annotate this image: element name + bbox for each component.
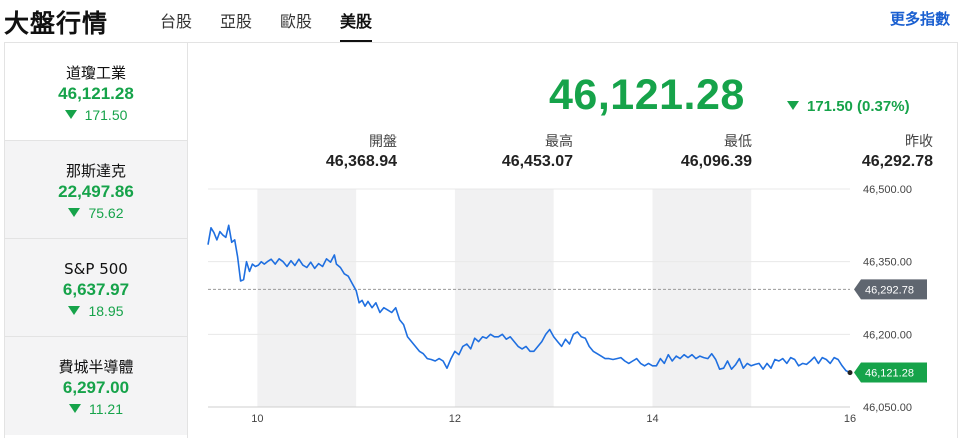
- page-title: 大盤行情: [4, 9, 109, 38]
- down-triangle-icon: [69, 404, 81, 413]
- x-tick-label: 16: [844, 413, 856, 425]
- tab-taiwan[interactable]: 台股: [160, 12, 193, 31]
- hour-band: [257, 189, 357, 407]
- index-value: 46,121.28: [58, 84, 134, 103]
- stat-label: 最高: [545, 134, 573, 150]
- tab-europe[interactable]: 歐股: [280, 12, 313, 31]
- stat-high: 最高 46,453.07: [502, 133, 573, 173]
- stat-low: 最低 46,096.39: [681, 133, 752, 173]
- index-name: 道瓊工業: [65, 64, 126, 82]
- last-price-marker: [847, 370, 853, 376]
- index-item-dow-jones[interactable]: 道瓊工業 46,121.28 171.50: [5, 43, 187, 141]
- hour-band: [454, 189, 554, 407]
- stat-open: 開盤 46,368.94: [326, 133, 397, 173]
- prev-close-tag-bg: [854, 279, 927, 300]
- index-name: 費城半導體: [58, 358, 134, 376]
- index-value: 6,637.97: [62, 280, 130, 299]
- index-change: 75.62: [88, 205, 124, 221]
- down-triangle-icon: [68, 306, 81, 315]
- y-tick-label: 46,050.00: [863, 402, 912, 414]
- price-change: 171.50 (0.37%): [787, 98, 910, 115]
- price-change-value: 171.50 (0.37%): [807, 98, 910, 115]
- intraday-chart[interactable]: 46,500.00 46,350.00 46,200.00 46,050.00 10 12…: [5, 43, 958, 438]
- index-name: S&P 500: [64, 260, 128, 278]
- prev-close-tag-label: 46,292.78: [865, 284, 914, 296]
- stat-value: 46,453.07: [501, 153, 573, 170]
- index-value: 22,497.86: [58, 182, 134, 201]
- stat-prev-close: 昨收 46,292.78: [862, 133, 933, 173]
- hour-band: [652, 189, 752, 407]
- market-tabs: 台股 亞股 歐股 美股: [160, 8, 400, 43]
- more-indices-link[interactable]: 更多指數: [889, 10, 950, 28]
- stat-value: 46,368.94: [325, 153, 397, 170]
- index-sidebar: 道瓊工業 46,121.28 171.50 那斯達克 22,497.86 75.…: [5, 43, 188, 438]
- y-tick-label: 46,350.00: [863, 257, 912, 269]
- stat-value: 46,096.39: [680, 153, 752, 170]
- index-change: 18.95: [88, 303, 124, 319]
- tab-asia[interactable]: 亞股: [220, 12, 253, 31]
- index-item-nasdaq[interactable]: 那斯達克 22,497.86 75.62: [5, 141, 187, 239]
- current-price-tag-label: 46,121.28: [865, 367, 914, 379]
- y-tick-label: 46,500.00: [863, 184, 912, 196]
- stat-label: 開盤: [369, 134, 397, 150]
- tab-us[interactable]: 美股: [340, 8, 373, 43]
- stat-label: 昨收: [905, 134, 933, 150]
- x-tick-label: 14: [646, 413, 658, 425]
- down-triangle-icon: [68, 208, 81, 217]
- y-tick-label: 46,200.00: [863, 329, 912, 341]
- index-item-sox[interactable]: 費城半導體 6,297.00 11.21: [5, 337, 187, 435]
- price-line: [207, 224, 851, 374]
- down-triangle-icon: [64, 110, 77, 119]
- stat-value: 46,292.78: [861, 153, 933, 170]
- stat-label: 最低: [724, 134, 752, 150]
- x-tick-label: 10: [251, 413, 263, 425]
- current-price: 46,121.28: [549, 71, 745, 119]
- index-item-sp500[interactable]: S&P 500 6,637.97 18.95: [5, 239, 187, 337]
- down-triangle-icon: [787, 101, 799, 110]
- market-panel: 道瓊工業 46,121.28 171.50 那斯達克 22,497.86 75.…: [4, 42, 958, 438]
- index-name: 那斯達克: [65, 162, 126, 180]
- current-price-tag-bg: [854, 362, 927, 383]
- x-tick-label: 12: [449, 413, 461, 425]
- index-change: 171.50: [84, 107, 128, 123]
- header: 大盤行情 台股 亞股 歐股 美股 更多指數: [0, 0, 958, 43]
- index-value: 6,297.00: [62, 378, 130, 397]
- index-change: 11.21: [89, 401, 123, 417]
